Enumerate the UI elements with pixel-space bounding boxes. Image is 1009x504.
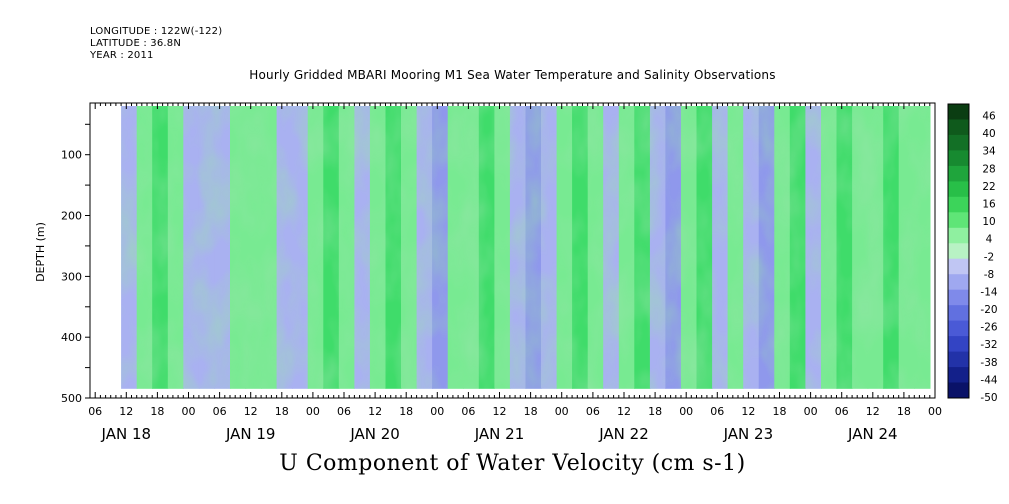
x-hour-label: 18 (399, 405, 413, 418)
colorbar-label: -2 (984, 251, 994, 263)
colorbar-label: -14 (980, 286, 997, 298)
colorbar-swatch (948, 382, 969, 399)
colorbar-swatch (948, 336, 969, 353)
y-tick-label: 100 (61, 149, 82, 162)
chart-title: Hourly Gridded MBARI Mooring M1 Sea Wate… (249, 68, 776, 82)
x-axis: 06 12 18 00 06 12 18 00 06 12 18 00 06 12 18 00 06 12 18 00… (88, 392, 942, 443)
y-tick-label: 500 (61, 392, 82, 405)
colorbar-swatch (948, 227, 969, 244)
colorbar-swatch (948, 150, 969, 167)
y-axis: 100 200 300 400 500 (61, 123, 90, 405)
latitude-label: LATITUDE : 36.8N (90, 38, 182, 49)
x-day-label: JAN 21 (474, 425, 525, 443)
x-hour-label: 18 (275, 405, 289, 418)
x-day-label: JAN 24 (847, 425, 898, 443)
x-hour-label: 06 (213, 405, 227, 418)
colorbar-swatch (948, 134, 969, 151)
x-hour-label: 12 (119, 405, 133, 418)
colorbar-swatch (948, 196, 969, 213)
colorbar-label: -38 (980, 357, 997, 369)
colorbar-label: -32 (980, 339, 997, 351)
x-hour-label: 00 (306, 405, 320, 418)
colorbar-swatch (948, 351, 969, 368)
colorbar-swatch (948, 258, 969, 275)
x-hour-label: 06 (337, 405, 351, 418)
colorbar-label: -20 (980, 304, 997, 316)
x-hour-label: 06 (835, 405, 849, 418)
x-day-label: JAN 18 (101, 425, 152, 443)
x-hour-label: 12 (741, 405, 755, 418)
x-hour-label: 18 (897, 405, 911, 418)
x-hour-label: 06 (88, 405, 102, 418)
x-hour-label: 12 (368, 405, 382, 418)
x-hour-label: 18 (150, 405, 164, 418)
colorbar: 46 40 34 28 22 16 10 4 -2 -8 -14 -20 -26 -32 -38 -44 -50 (947, 103, 998, 404)
x-hour-label: 18 (648, 405, 662, 418)
x-axis-label-wrap: U Component of Water Velocity (cm s-1) (0, 451, 1009, 476)
x-hour-label: 00 (430, 405, 444, 418)
x-hour-label: 00 (928, 405, 942, 418)
x-hour-label: 12 (244, 405, 258, 418)
colorbar-swatch (948, 165, 969, 182)
x-hour-label: 18 (773, 405, 787, 418)
colorbar-swatch (948, 212, 969, 229)
x-hour-label: 00 (679, 405, 693, 418)
x-axis-label: U Component of Water Velocity (cm s-1) (279, 451, 746, 476)
x-hour-label: 18 (524, 405, 538, 418)
colorbar-swatch (948, 305, 969, 322)
x-day-label: JAN 22 (598, 425, 649, 443)
colorbar-label: -8 (984, 269, 994, 281)
longitude-label: LONGITUDE : 122W(-122) (90, 26, 223, 37)
x-hour-label: 12 (866, 405, 880, 418)
x-day-label: JAN 23 (723, 425, 774, 443)
y-tick-label: 200 (61, 210, 82, 223)
colorbar-label: 22 (982, 181, 995, 193)
x-day-label: JAN 20 (349, 425, 400, 443)
colorbar-label: -50 (980, 392, 997, 404)
colorbar-swatch (948, 289, 969, 306)
colorbar-frame (947, 103, 970, 399)
colorbar-swatch (948, 367, 969, 384)
colorbar-swatch (948, 243, 969, 260)
x-day-label: JAN 19 (225, 425, 276, 443)
colorbar-label: 34 (982, 146, 996, 158)
colorbar-label: 10 (982, 216, 995, 228)
colorbar-label: -44 (980, 374, 997, 386)
x-hour-label: 00 (804, 405, 818, 418)
x-hour-label: 06 (586, 405, 600, 418)
heatmap-texture (121, 106, 930, 389)
colorbar-swatch (948, 274, 969, 291)
y-axis-label: DEPTH (m) (34, 222, 47, 282)
colorbar-label: -26 (980, 322, 997, 334)
colorbar-swatch (948, 181, 969, 198)
colorbar-label: 16 (982, 199, 996, 211)
colorbar-label: 40 (982, 128, 995, 140)
x-hour-label: 12 (493, 405, 507, 418)
colorbar-swatch (948, 104, 969, 120)
plot-frame (89, 102, 936, 399)
x-hour-label: 12 (617, 405, 631, 418)
colorbar-swatch (948, 320, 969, 337)
x-hour-label: 00 (182, 405, 196, 418)
top-minor-ticks (89, 103, 936, 109)
x-hour-label: 06 (710, 405, 724, 418)
y-tick-label: 300 (61, 270, 82, 283)
colorbar-label: 46 (982, 111, 996, 123)
x-hour-label: 00 (555, 405, 569, 418)
colorbar-label: 4 (986, 234, 993, 246)
chart-title-wrap: Hourly Gridded MBARI Mooring M1 Sea Wate… (0, 68, 1009, 82)
year-label: YEAR : 2011 (90, 50, 154, 61)
y-tick-label: 400 (61, 331, 82, 344)
colorbar-swatch (948, 119, 969, 136)
colorbar-label: 28 (982, 163, 995, 175)
x-hour-label: 06 (461, 405, 475, 418)
